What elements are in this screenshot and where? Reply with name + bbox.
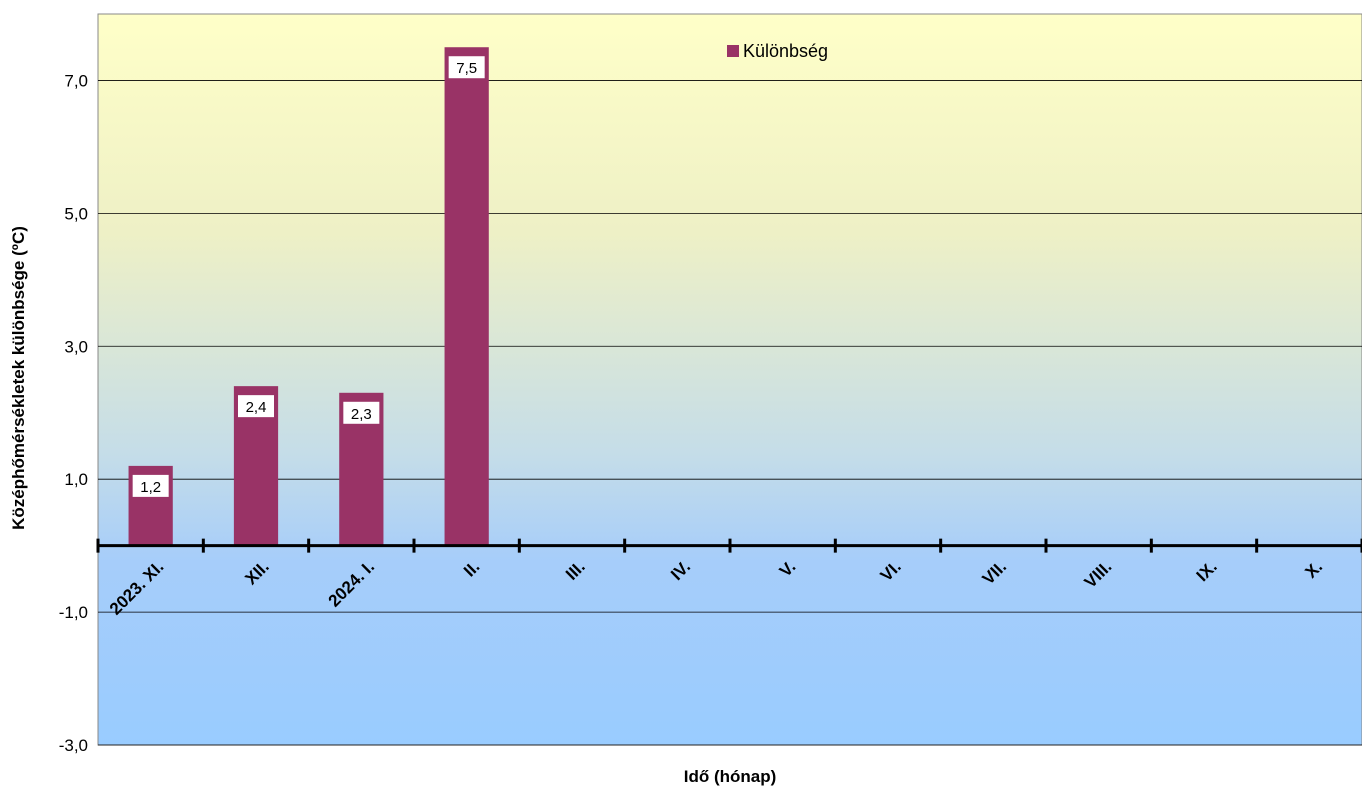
data-label-box: [343, 401, 380, 424]
y-tick-label: 7,0: [64, 71, 88, 90]
y-axis-title: Középhőmérsékletek különbsége (ºC): [9, 226, 28, 530]
bar: [444, 47, 489, 546]
legend-label: Különbség: [743, 41, 828, 61]
plot-area: [97, 13, 1362, 746]
data-label: 1,2: [140, 479, 161, 496]
y-tick-label: 5,0: [64, 204, 88, 223]
x-axis-title: Idő (hónap): [684, 767, 777, 786]
y-tick-label: 3,0: [64, 337, 88, 356]
x-axis: [96, 538, 1362, 553]
y-axis-ticks: -3,0 -1,0 1,0 3,0 5,0 7,0: [59, 71, 88, 755]
y-tick-label: -3,0: [59, 736, 88, 755]
data-label-box: [132, 474, 169, 497]
y-tick-label: 1,0: [64, 470, 88, 489]
data-label-box: [448, 56, 485, 79]
y-tick-label: -1,0: [59, 603, 88, 622]
legend: Különbség: [727, 41, 828, 61]
data-labels: 1,2 2,4 2,3 7,5: [132, 56, 485, 497]
data-label: 7,5: [456, 60, 477, 77]
data-label: 2,3: [351, 406, 372, 423]
legend-swatch: [727, 45, 739, 57]
grid-lines: [98, 80, 1362, 746]
data-label: 2,4: [246, 399, 267, 416]
data-label-box: [238, 395, 274, 418]
